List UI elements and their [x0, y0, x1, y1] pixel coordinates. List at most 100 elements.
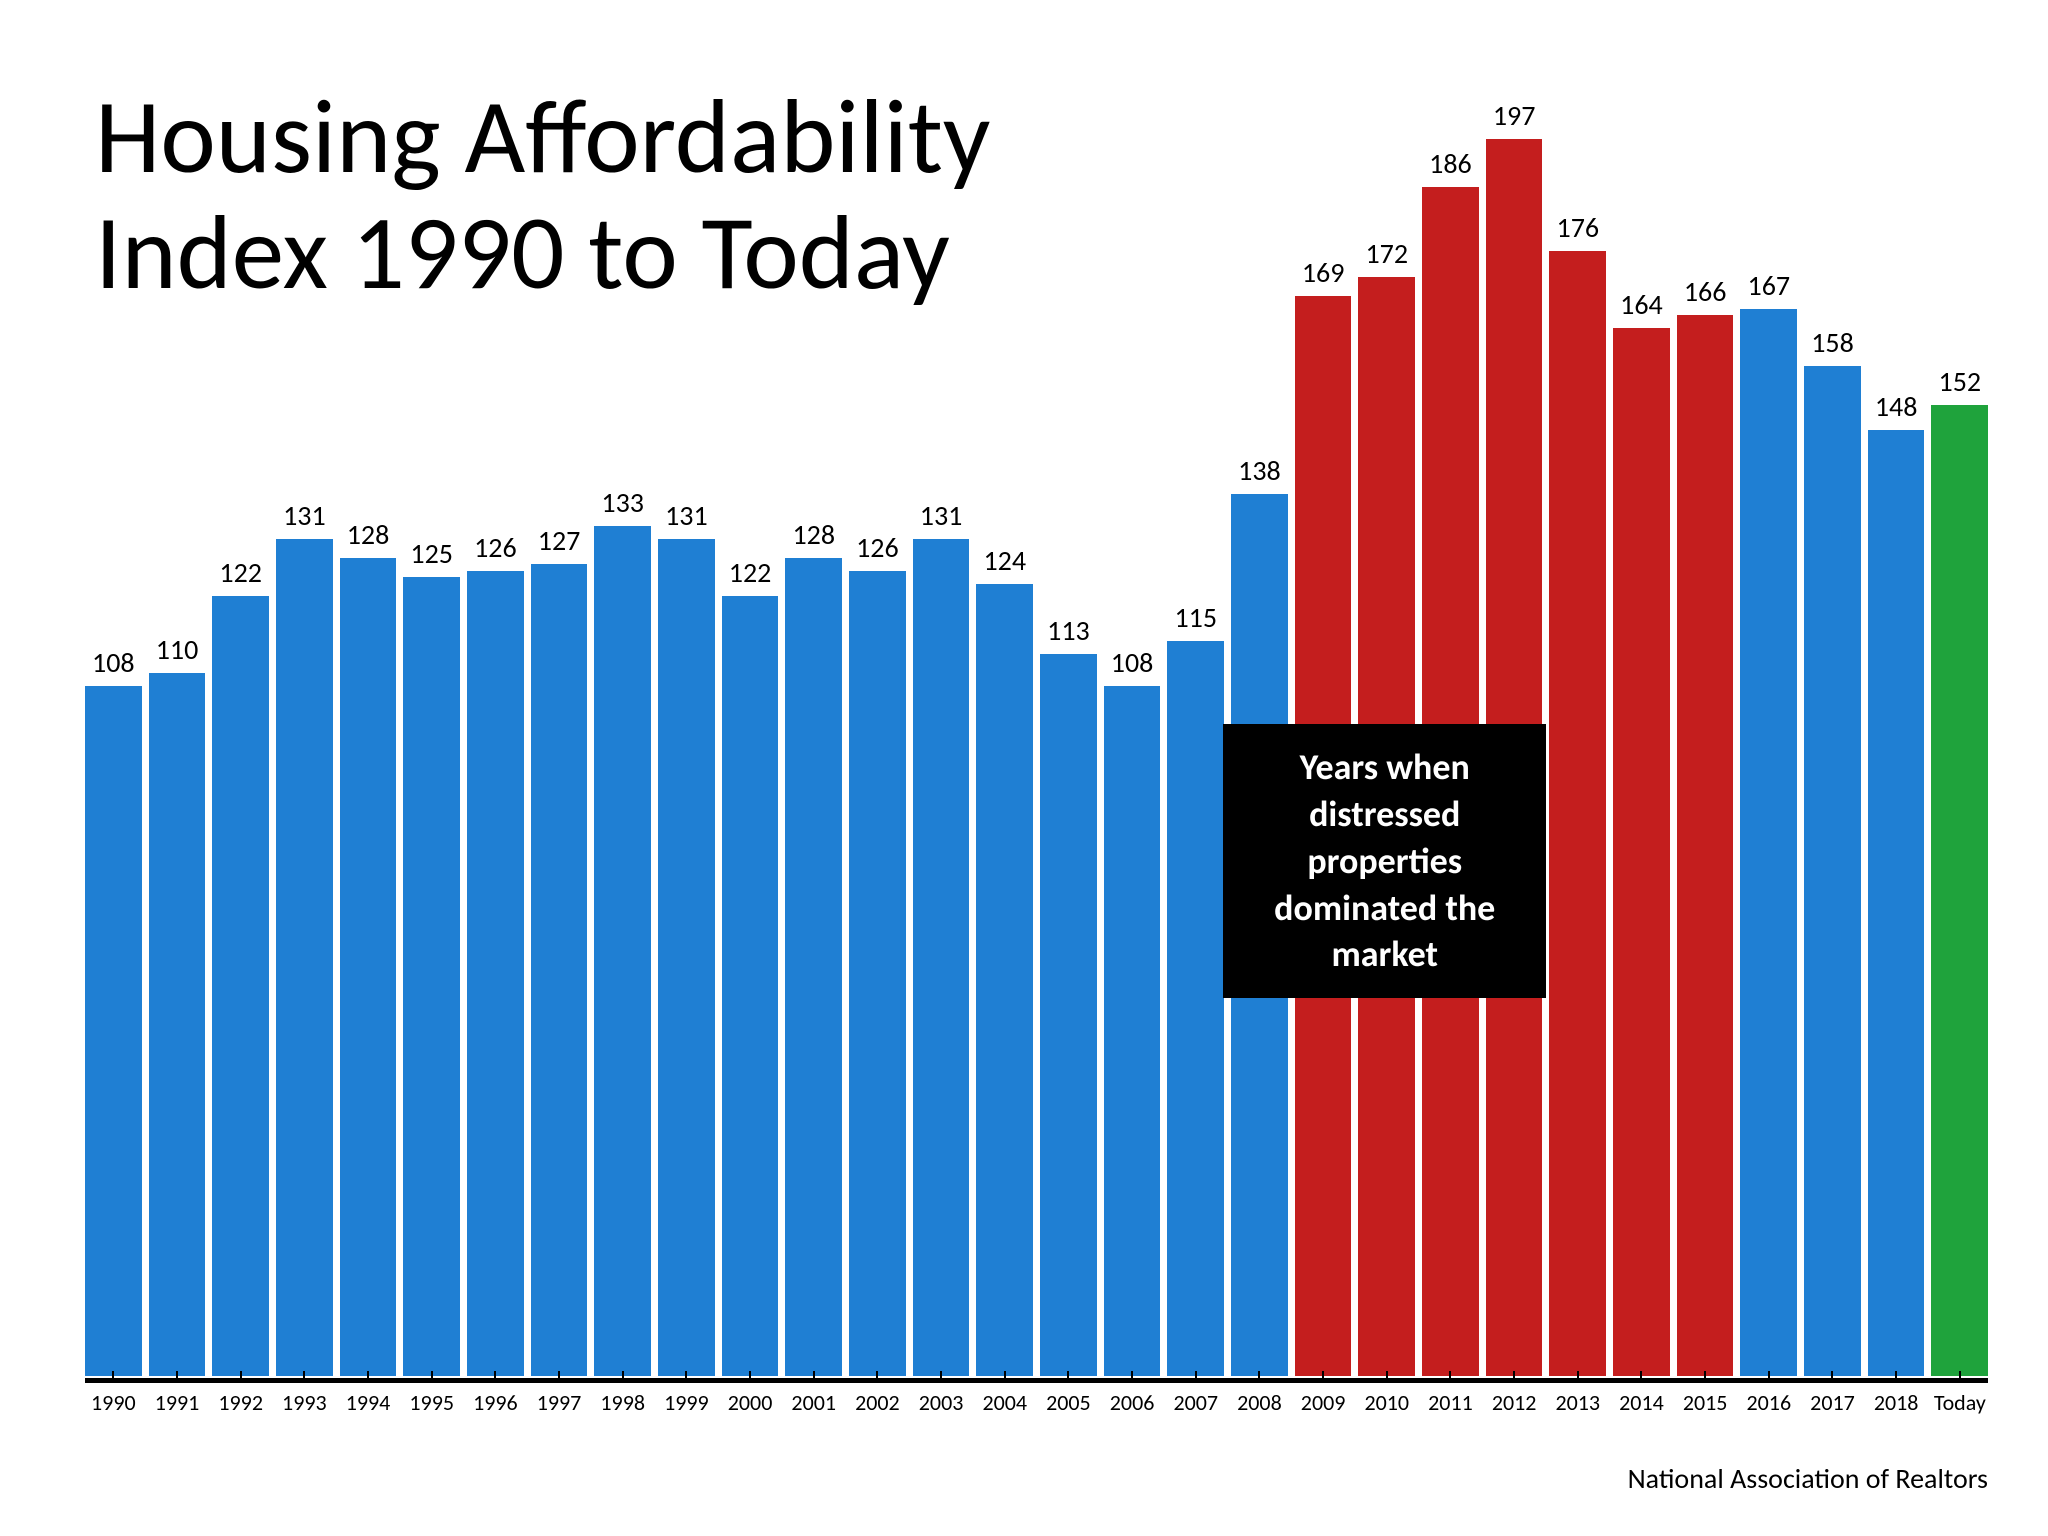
x-axis-label: 2008 [1231, 1389, 1288, 1416]
bar [658, 539, 715, 1376]
bar [212, 596, 269, 1376]
x-axis-label: 2004 [976, 1389, 1033, 1416]
x-axis-label: 1997 [531, 1389, 588, 1416]
bar [1613, 328, 1670, 1376]
bar-value-label: 127 [538, 523, 581, 558]
bar [1104, 686, 1161, 1376]
x-axis-label: 1994 [340, 1389, 397, 1416]
x-axis-label: 2018 [1868, 1389, 1925, 1416]
chart-title: Housing Affordability Index 1990 to Toda… [95, 80, 990, 311]
bar-value-label: 126 [474, 530, 517, 565]
bar-value-label: 197 [1493, 98, 1536, 133]
x-axis-line [85, 1378, 1988, 1383]
bar-value-label: 176 [1557, 210, 1600, 245]
bar [403, 577, 460, 1376]
bar-value-label: 131 [665, 498, 708, 533]
x-axis-label: 2014 [1613, 1389, 1670, 1416]
bar-value-label: 172 [1365, 236, 1408, 271]
bar-value-label: 186 [1429, 146, 1472, 181]
bar-value-label: 152 [1939, 364, 1982, 399]
bar [531, 564, 588, 1376]
x-axis-label: 2000 [722, 1389, 779, 1416]
bar-wrapper: 148 [1868, 98, 1925, 1376]
bar [722, 596, 779, 1376]
bar [85, 686, 142, 1376]
bar [1040, 654, 1097, 1376]
bar [1868, 430, 1925, 1376]
bar [785, 558, 842, 1376]
bar-value-label: 108 [92, 645, 135, 680]
x-axis-label: 2006 [1104, 1389, 1161, 1416]
bar [467, 571, 524, 1376]
x-axis-label: 2017 [1804, 1389, 1861, 1416]
bar [594, 526, 651, 1376]
x-axis-label: 1995 [403, 1389, 460, 1416]
bar [340, 558, 397, 1376]
bar [149, 673, 206, 1376]
bar-value-label: 110 [156, 632, 199, 667]
bar-value-label: 122 [729, 555, 772, 590]
bar-wrapper: 167 [1740, 98, 1797, 1376]
bar [1931, 405, 1988, 1376]
chart-source: National Association of Realtors [1628, 1461, 1988, 1496]
bar-value-label: 133 [601, 485, 644, 520]
bar-wrapper: 113 [1040, 98, 1097, 1376]
bar-value-label: 128 [347, 517, 390, 552]
x-axis-label: 2002 [849, 1389, 906, 1416]
bar [1804, 366, 1861, 1376]
x-axis-label: 2007 [1167, 1389, 1224, 1416]
bar-value-label: 126 [856, 530, 899, 565]
bar-wrapper: 115 [1167, 98, 1224, 1376]
bar-wrapper: 152 [1931, 98, 1988, 1376]
x-axis-label: 1998 [594, 1389, 651, 1416]
x-axis-label: 2015 [1677, 1389, 1734, 1416]
bar [1167, 641, 1224, 1376]
x-axis-label: 1999 [658, 1389, 715, 1416]
bar [1677, 315, 1734, 1376]
x-axis-label: 1992 [212, 1389, 269, 1416]
bar-value-label: 166 [1684, 274, 1727, 309]
x-axis-label: 2012 [1486, 1389, 1543, 1416]
bar-value-label: 169 [1302, 255, 1345, 290]
bar-value-label: 164 [1620, 287, 1663, 322]
x-axis-label: 2009 [1295, 1389, 1352, 1416]
bar-value-label: 131 [920, 498, 963, 533]
x-axis-labels: 1990 19911992 1993 19941995 1996 19971998 1999… [85, 1389, 1988, 1416]
x-axis-label: 1996 [467, 1389, 524, 1416]
bar-value-label: 125 [410, 536, 453, 571]
bar-value-label: 108 [1111, 645, 1154, 680]
x-axis-label: 2011 [1422, 1389, 1479, 1416]
bar-value-label: 128 [792, 517, 835, 552]
bar [976, 584, 1033, 1376]
bar-value-label: 138 [1238, 453, 1281, 488]
bar [276, 539, 333, 1376]
housing-affordability-chart: Housing Affordability Index 1990 to Toda… [30, 20, 2018, 1516]
x-axis-label: 1991 [149, 1389, 206, 1416]
x-axis-label: 2001 [785, 1389, 842, 1416]
bar [849, 571, 906, 1376]
x-axis-label: 1990 [85, 1389, 142, 1416]
x-axis-label: 2013 [1549, 1389, 1606, 1416]
bar [913, 539, 970, 1376]
bar-wrapper: 166 [1677, 98, 1734, 1376]
annotation-box: Years when distressed properties dominat… [1223, 724, 1547, 998]
bar [1740, 309, 1797, 1376]
bar-wrapper: 176 [1549, 98, 1606, 1376]
bar-value-label: 158 [1811, 325, 1854, 360]
x-axis-label: 2003 [913, 1389, 970, 1416]
bar-value-label: 148 [1875, 389, 1918, 424]
x-axis-label: 2016 [1740, 1389, 1797, 1416]
bar-value-label: 122 [219, 555, 262, 590]
x-axis-label: Today [1931, 1389, 1988, 1416]
bar-wrapper: 158 [1804, 98, 1861, 1376]
bar-value-label: 115 [1174, 600, 1217, 635]
bar [1549, 251, 1606, 1376]
bar-wrapper: 108 [1104, 98, 1161, 1376]
bar-value-label: 131 [283, 498, 326, 533]
x-axis-label: 2010 [1358, 1389, 1415, 1416]
bar-value-label: 113 [1047, 613, 1090, 648]
bar-wrapper: 164 [1613, 98, 1670, 1376]
x-axis-label: 1993 [276, 1389, 333, 1416]
bar-value-label: 124 [983, 543, 1026, 578]
bar-value-label: 167 [1748, 268, 1791, 303]
